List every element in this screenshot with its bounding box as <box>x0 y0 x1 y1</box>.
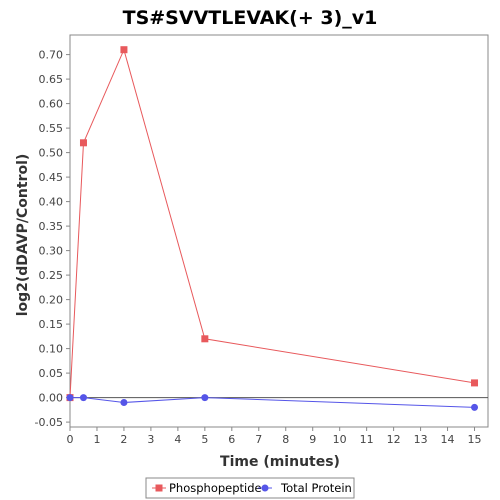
y-tick-label: 0.45 <box>39 171 64 184</box>
x-tick-label: 10 <box>333 433 347 446</box>
x-tick-label: 1 <box>93 433 100 446</box>
series-layer <box>66 46 479 411</box>
legend-marker <box>261 484 269 492</box>
x-tick-label: 8 <box>282 433 289 446</box>
data-point <box>471 379 479 387</box>
y-tick-label: 0.60 <box>39 98 64 111</box>
y-tick-label: 0.40 <box>39 196 64 209</box>
legend-label: Total Protein <box>280 481 352 495</box>
data-point <box>79 139 87 147</box>
data-point <box>201 335 209 343</box>
x-tick-label: 0 <box>67 433 74 446</box>
y-tick-label: -0.05 <box>35 416 63 429</box>
y-tick-label: 0.10 <box>39 343 64 356</box>
y-tick-label: 0.65 <box>39 73 64 86</box>
data-point <box>201 394 209 402</box>
y-tick-label: 0.50 <box>39 147 64 160</box>
y-tick-label: 0.30 <box>39 245 64 258</box>
data-point <box>120 399 128 406</box>
x-tick-label: 9 <box>309 433 316 446</box>
y-axis: -0.05 0.00 0.05 0.10 0.15 0.20 0.25 0.30 0.35 0.4… <box>35 49 70 429</box>
data-point <box>79 394 87 402</box>
x-tick-label: 14 <box>441 433 455 446</box>
data-point <box>66 394 74 402</box>
y-tick-label: 0.25 <box>39 269 64 282</box>
y-tick-label: 0.00 <box>39 392 64 405</box>
data-point <box>120 46 128 54</box>
x-tick-label: 7 <box>255 433 262 446</box>
y-tick-label: 0.35 <box>39 220 64 233</box>
x-tick-label: 3 <box>147 433 154 446</box>
x-tick-label: 11 <box>360 433 374 446</box>
y-tick-label: 0.05 <box>39 367 64 380</box>
chart-title: TS#SVVTLEVAK(+ 3)_v1 <box>123 7 378 29</box>
y-tick-label: 0.20 <box>39 294 64 307</box>
x-tick-label: 15 <box>468 433 482 446</box>
y-tick-label: 0.15 <box>39 318 64 331</box>
x-axis: 0 1 2 3 4 5 6 7 8 9 10 11 12 13 14 15 <box>67 427 482 446</box>
y-tick-label: 0.55 <box>39 122 64 135</box>
legend-marker <box>155 484 163 492</box>
legend-label: Phosphopeptide <box>169 481 262 495</box>
x-tick-label: 13 <box>414 433 428 446</box>
data-point <box>471 403 479 411</box>
x-tick-label: 4 <box>174 433 181 446</box>
x-tick-label: 6 <box>228 433 235 446</box>
x-axis-label: Time (minutes) <box>220 454 340 470</box>
legend: Phosphopeptide Total Protein <box>145 477 355 499</box>
x-tick-label: 5 <box>201 433 208 446</box>
x-tick-label: 2 <box>120 433 127 446</box>
y-axis-label: log2(dDAVP/Control) <box>15 154 31 317</box>
x-tick-label: 12 <box>387 433 401 446</box>
legend-box <box>145 477 355 499</box>
y-tick-label: 0.70 <box>39 49 64 62</box>
plot-area <box>69 34 489 428</box>
